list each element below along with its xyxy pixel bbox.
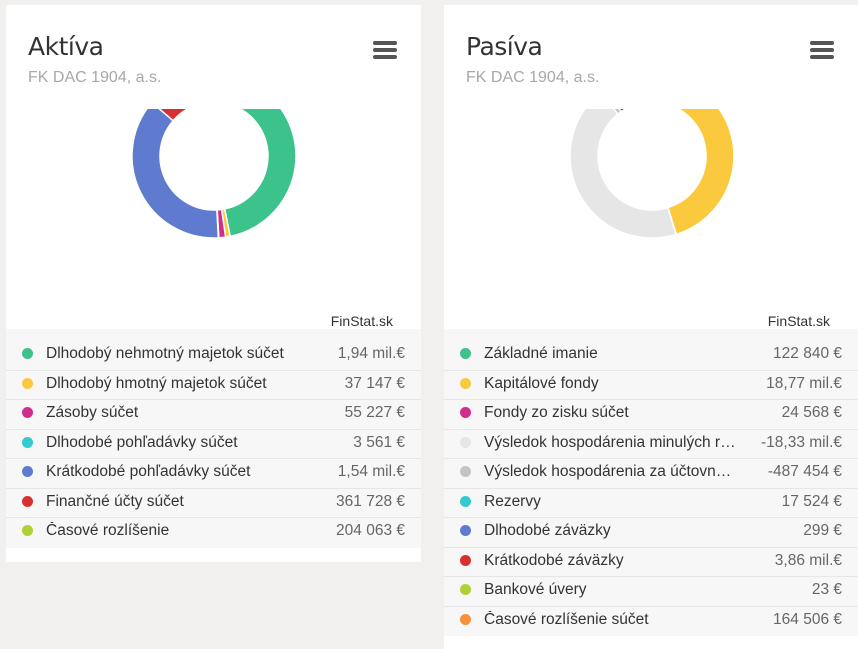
legend-label: Výsledok hospodárenia minulých rokov (484, 433, 736, 451)
donut-slice[interactable] (152, 109, 198, 122)
legend-label: Rezervy (484, 492, 541, 510)
legend-color-dot (22, 495, 33, 507)
legend-value: 55 227 € (344, 404, 405, 421)
liabilities-subtitle: FK DAC 1904, a.s. (466, 69, 600, 86)
legend-color-dot (22, 348, 33, 359)
legend-item[interactable]: Rezervy 17 524 € (444, 489, 858, 518)
legend-item[interactable]: Výsledok hospodárenia minulých rokov -18,… (444, 430, 858, 459)
legend-color-dot (460, 525, 471, 536)
legend-value: 204 063 € (336, 522, 405, 539)
assets-subtitle: FK DAC 1904, a.s. (28, 69, 162, 86)
liabilities-donut-chart (569, 109, 735, 239)
legend-value: 3 561 € (353, 433, 405, 451)
legend-value: 3,86 mil.€ (774, 551, 842, 569)
legend-color-dot (460, 495, 471, 507)
liabilities-legend: Základné imanie 122 840 € Kapitálové fondy… (444, 329, 858, 636)
liabilities-chart-area: FinStat.sk (444, 109, 858, 329)
assets-donut-chart (131, 109, 297, 239)
legend-value: 18,77 mil.€ (766, 374, 842, 392)
legend-label: Základné imanie (484, 345, 598, 362)
legend-color-dot (22, 407, 33, 418)
legend-value: -487 454 € (767, 463, 842, 480)
legend-value: 1,54 mil.€ (337, 463, 405, 480)
legend-value: 1,94 mil.€ (337, 345, 405, 362)
legend-label: Finančné účty súčet (46, 492, 184, 510)
legend-label: Dlhodobý hmotný majetok súčet (46, 374, 267, 392)
legend-color-dot (22, 525, 33, 536)
legend-label: Kapitálové fondy (484, 374, 599, 392)
legend-item[interactable]: Časové rozlíšenie súčet 164 506 € (444, 607, 858, 637)
legend-color-dot (22, 377, 33, 389)
legend-item[interactable]: Základné imanie 122 840 € (444, 341, 858, 371)
legend-label: Dlhodobý nehmotný majetok súčet (46, 345, 284, 362)
legend-item[interactable]: Dlhodobý nehmotný majetok súčet 1,94 mil.… (6, 341, 421, 371)
legend-label: Bankové úvery (484, 581, 587, 598)
legend-item[interactable]: Dlhodobé pohľadávky súčet 3 561 € (6, 430, 421, 459)
legend-color-dot (460, 407, 471, 418)
legend-item[interactable]: Dlhodobý hmotný majetok súčet 37 147 € (6, 371, 421, 400)
liabilities-card: Pasíva FK DAC 1904, a.s. FinStat.sk Zákl… (444, 5, 858, 649)
legend-color-dot (460, 436, 471, 448)
liabilities-menu-icon[interactable] (810, 41, 834, 61)
donut-slice[interactable] (214, 109, 297, 238)
legend-item[interactable]: Časové rozlíšenie 204 063 € (6, 518, 421, 548)
legend-label: Dlhodobé záväzky (484, 522, 611, 539)
legend-label: Časové rozlíšenie súčet (484, 610, 649, 628)
legend-item[interactable]: Krátkodobé pohľadávky súčet 1,54 mil.€ (6, 459, 421, 489)
legend-color-dot (22, 466, 33, 477)
legend-color-dot (460, 613, 471, 625)
legend-item[interactable]: Výsledok hospodárenia za účtovné obdobie… (444, 459, 858, 489)
legend-value: 164 506 € (773, 610, 842, 628)
legend-color-dot (460, 348, 471, 359)
liabilities-card-header: Pasíva FK DAC 1904, a.s. (444, 5, 858, 109)
finstat-credit-link[interactable]: FinStat.sk (767, 313, 830, 329)
legend-color-dot (460, 584, 471, 595)
legend-value: 361 728 € (336, 492, 405, 510)
assets-legend: Dlhodobý nehmotný majetok súčet 1,94 mil.… (6, 329, 421, 548)
legend-label: Krátkodobé pohľadávky súčet (46, 463, 251, 480)
assets-menu-icon[interactable] (373, 41, 397, 61)
legend-item[interactable]: Zásoby súčet 55 227 € (6, 400, 421, 430)
legend-label: Výsledok hospodárenia za účtovné obdobie (484, 463, 736, 480)
legend-label: Časové rozlíšenie (46, 522, 170, 539)
legend-color-dot (460, 377, 471, 389)
assets-title: Aktíva (28, 32, 104, 61)
finstat-credit-link[interactable]: FinStat.sk (330, 313, 393, 329)
donut-slice[interactable] (569, 109, 677, 239)
legend-item[interactable]: Dlhodobé záväzky 299 € (444, 518, 858, 548)
legend-color-dot (460, 554, 471, 566)
legend-label: Zásoby súčet (46, 404, 139, 421)
legend-value: -18,33 mil.€ (761, 433, 842, 451)
legend-item[interactable]: Bankové úvery 23 € (444, 577, 858, 607)
legend-label: Fondy zo zisku súčet (484, 404, 629, 421)
legend-value: 37 147 € (344, 374, 405, 392)
assets-chart-area: FinStat.sk (6, 109, 421, 329)
legend-item[interactable]: Kapitálové fondy 18,77 mil.€ (444, 371, 858, 400)
legend-color-dot (22, 436, 33, 448)
legend-value: 24 568 € (781, 404, 842, 421)
donut-slice[interactable] (131, 109, 220, 239)
legend-label: Dlhodobé pohľadávky súčet (46, 433, 238, 451)
legend-item[interactable]: Finančné účty súčet 361 728 € (6, 489, 421, 518)
legend-value: 23 € (811, 581, 842, 598)
legend-item[interactable]: Fondy zo zisku súčet 24 568 € (444, 400, 858, 430)
donut-slice[interactable] (605, 109, 650, 113)
liabilities-title: Pasíva (466, 32, 543, 61)
legend-value: 17 524 € (781, 492, 842, 510)
donut-slice[interactable] (653, 109, 735, 236)
assets-card: Aktíva FK DAC 1904, a.s. FinStat.sk Dlho… (6, 5, 421, 562)
assets-card-header: Aktíva FK DAC 1904, a.s. (6, 5, 421, 109)
legend-value: 299 € (803, 522, 842, 539)
legend-value: 122 840 € (773, 345, 842, 362)
legend-item[interactable]: Krátkodobé záväzky 3,86 mil.€ (444, 548, 858, 577)
legend-color-dot (460, 466, 471, 477)
legend-label: Krátkodobé záväzky (484, 551, 624, 569)
